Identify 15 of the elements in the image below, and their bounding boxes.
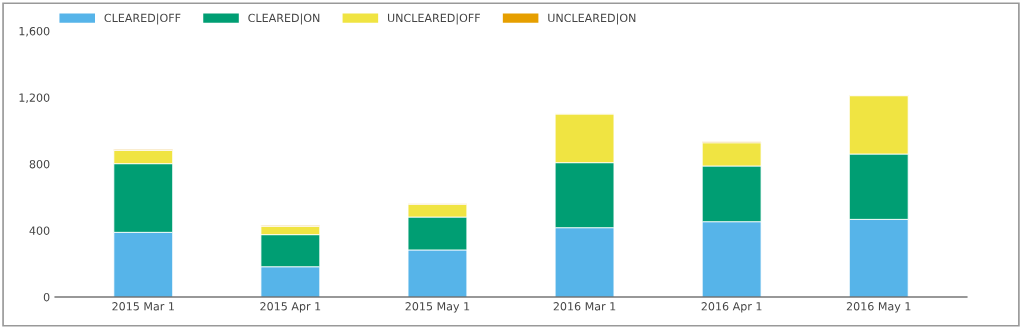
y-tick-label: 400 (29, 226, 50, 235)
x-tick-label: 2016 May 1 (846, 302, 911, 313)
legend-label: CLEARED|OFF (104, 13, 181, 25)
x-tick-label: 2016 Mar 1 (553, 302, 616, 311)
y-tick-label: 1,600 (19, 26, 50, 37)
x-tick-label: 2015 May 1 (405, 302, 470, 313)
x-tick-label: 2015 Apr 1 (260, 302, 321, 313)
legend-label: UNCLEARED|ON (548, 13, 636, 25)
y-tick-label: 800 (29, 159, 50, 169)
x-tick-label: 2015 Mar 1 (112, 302, 174, 311)
x-tick-label: 2016 Apr 1 (701, 302, 762, 313)
y-tick-label: 0 (43, 292, 50, 302)
legend-label: UNCLEARED|OFF (388, 13, 480, 25)
legend-label: CLEARED|ON (248, 13, 320, 25)
y-tick-label: 1,200 (19, 93, 50, 104)
